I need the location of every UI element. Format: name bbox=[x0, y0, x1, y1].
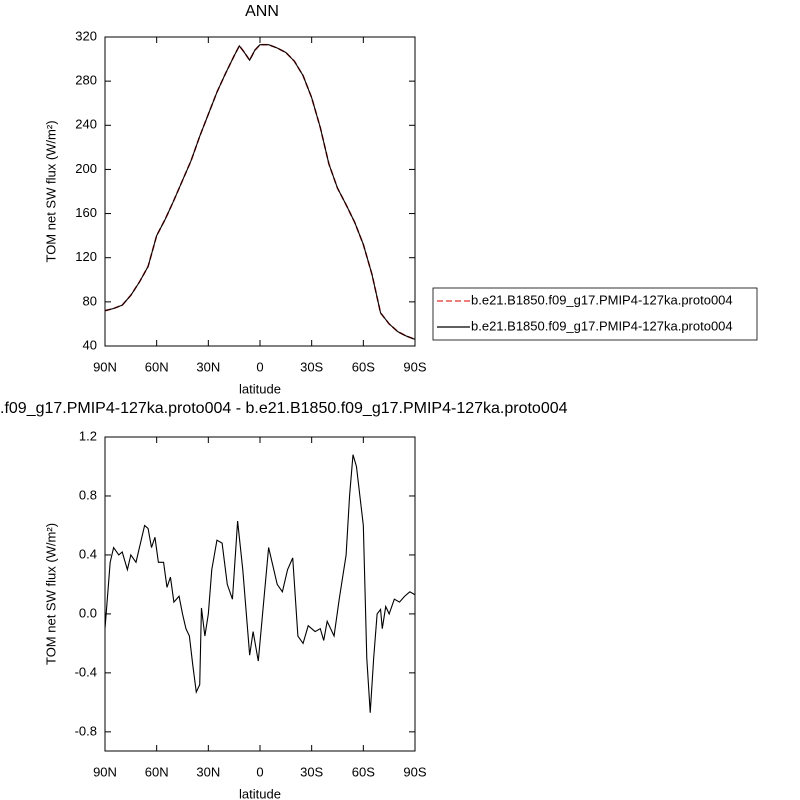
x-tick-label: 90S bbox=[403, 359, 426, 374]
y-axis-label: TOM net SW flux (W/m²) bbox=[43, 120, 58, 262]
data-line bbox=[104, 454, 416, 713]
y-tick-label: 320 bbox=[75, 28, 97, 43]
x-axis-label: latitude bbox=[239, 786, 281, 800]
y-axis-label: TOM net SW flux (W/m²) bbox=[43, 523, 58, 665]
x-tick-label: 0 bbox=[256, 764, 263, 779]
x-tick-label: 0 bbox=[256, 359, 263, 374]
chart-title: ANN bbox=[245, 3, 279, 20]
y-tick-label: 160 bbox=[75, 205, 97, 220]
x-tick-label: 30N bbox=[196, 359, 220, 374]
x-tick-label: 30N bbox=[196, 764, 220, 779]
data-line bbox=[104, 43, 416, 341]
x-axis-label: latitude bbox=[239, 381, 281, 396]
x-tick-label: 30S bbox=[300, 764, 323, 779]
x-tick-label: 90N bbox=[93, 764, 117, 779]
y-tick-label: -0.4 bbox=[75, 664, 97, 679]
y-tick-label: 40 bbox=[83, 337, 97, 352]
plot-frame bbox=[104, 436, 416, 752]
plot-frame bbox=[104, 36, 416, 347]
chart-title: .f09_g17.PMIP4-127ka.proto004 - b.e21.B1… bbox=[0, 400, 568, 417]
x-tick-label: 60S bbox=[352, 359, 375, 374]
y-tick-label: 120 bbox=[75, 249, 97, 264]
legend-label: b.e21.B1850.f09_g17.PMIP4-127ka.proto004 bbox=[471, 318, 733, 333]
y-tick-label: 0.4 bbox=[79, 546, 97, 561]
y-tick-label: 0.8 bbox=[79, 487, 97, 502]
y-tick-label: 80 bbox=[83, 293, 97, 308]
x-tick-label: 90N bbox=[93, 359, 117, 374]
legend-label: b.e21.B1850.f09_g17.PMIP4-127ka.proto004 bbox=[471, 292, 733, 307]
x-tick-label: 60N bbox=[145, 359, 169, 374]
x-tick-label: 60N bbox=[145, 764, 169, 779]
y-tick-label: 240 bbox=[75, 117, 97, 132]
y-tick-label: 1.2 bbox=[79, 428, 97, 443]
y-tick-label: 0.0 bbox=[79, 605, 97, 620]
legend-box bbox=[432, 287, 758, 341]
y-tick-label: 200 bbox=[75, 161, 97, 176]
data-line bbox=[104, 44, 416, 340]
y-tick-label: 280 bbox=[75, 73, 97, 88]
x-tick-label: 60S bbox=[352, 764, 375, 779]
x-tick-label: 30S bbox=[300, 359, 323, 374]
y-tick-label: -0.8 bbox=[75, 723, 97, 738]
x-tick-label: 90S bbox=[403, 764, 426, 779]
